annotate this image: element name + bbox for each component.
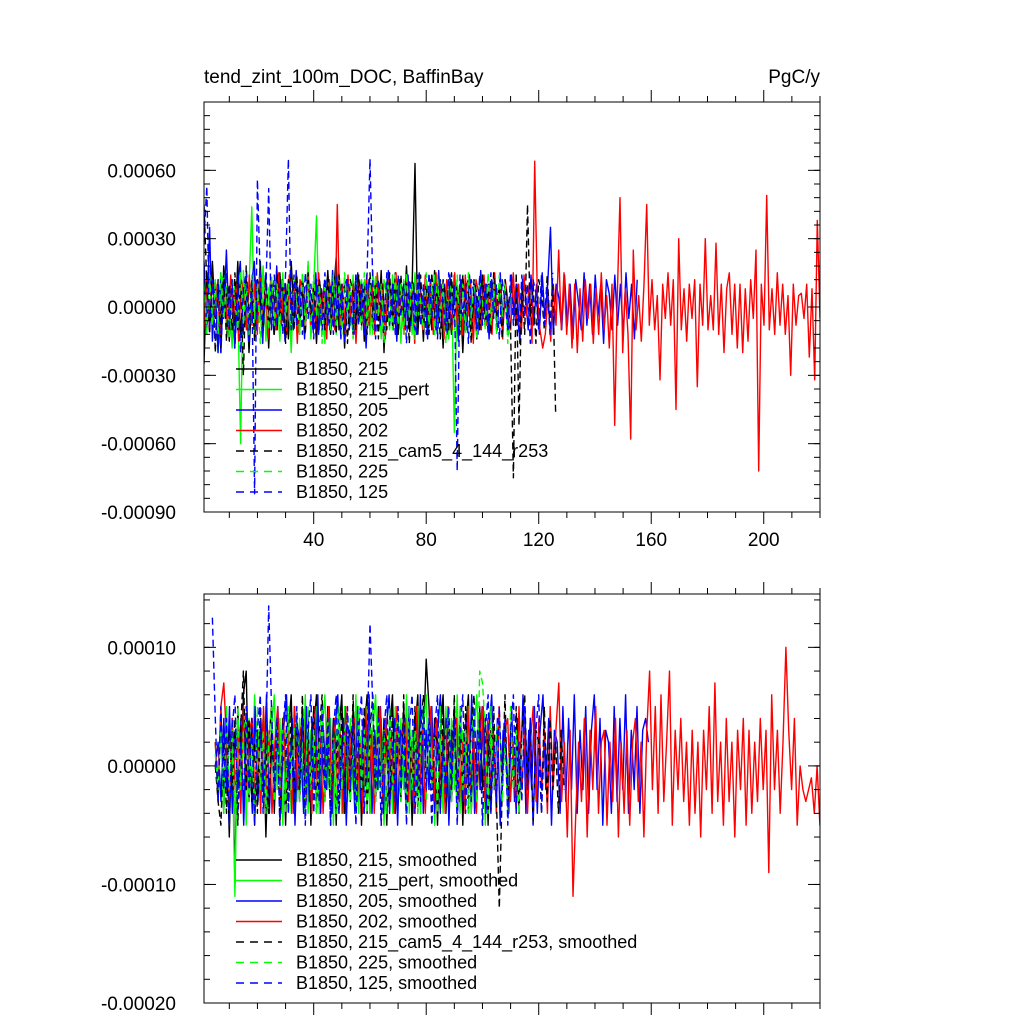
y-tick-label: 0.00030: [107, 230, 176, 251]
x-tick-label: 200: [748, 530, 780, 551]
x-tick-label: 160: [635, 530, 667, 551]
legend-label-3: B1850, 202, smoothed: [296, 912, 477, 932]
legend-label-0: B1850, 215: [296, 359, 388, 379]
series-line-2: [214, 694, 650, 826]
bottom-axes-layer: -0.00020 -0.00010 0.00000 0.00010: [101, 582, 821, 1015]
y-tick-label: 0.00000: [107, 757, 176, 778]
y-tick-label: -0.00020: [101, 994, 176, 1015]
series-line-5: [214, 670, 523, 814]
legend-label-0: B1850, 215, smoothed: [296, 850, 477, 870]
series-line-3: [214, 646, 820, 897]
x-tick-label: 80: [416, 530, 437, 551]
bottom-panel: -0.00020 -0.00010 0.00000 0.00010 B1850, 21…: [101, 582, 821, 1015]
legend-label-5: B1850, 225, smoothed: [296, 953, 477, 973]
y-tick-label: -0.00090: [101, 503, 176, 524]
y-tick-label: 0.00000: [107, 298, 176, 319]
legend-label-5: B1850, 225: [296, 462, 388, 482]
y-tick-label: 0.00010: [107, 638, 176, 659]
legend-label-4: B1850, 215_cam5_4_144_r253, smoothed: [296, 932, 637, 953]
top-panel: tend_zint_100m_DOC, BaffinBay PgC/y 40 80…: [101, 67, 821, 551]
bottom-series-layer: [211, 605, 820, 909]
top-panel-title: tend_zint_100m_DOC, BaffinBay: [204, 67, 484, 88]
legend-label-2: B1850, 205: [296, 400, 388, 420]
y-tick-label: -0.00010: [101, 875, 176, 896]
top-axes-layer: 40 80 120 160 200 -0.00090 -0.00060 -0.00030 0.0…: [101, 90, 821, 551]
y-tick-label: -0.00030: [101, 366, 176, 387]
top-panel-units: PgC/y: [768, 67, 820, 88]
y-tick-label: 0.00060: [107, 161, 176, 182]
plot-frame: [203, 593, 821, 1004]
x-tick-label: 120: [523, 530, 555, 551]
legend-label-6: B1850, 125, smoothed: [296, 973, 477, 993]
legend-label-2: B1850, 205, smoothed: [296, 891, 477, 911]
legend-label-4: B1850, 215_cam5_4_144_r253: [296, 441, 548, 462]
series-line-6: [211, 605, 548, 826]
legend-label-6: B1850, 125: [296, 482, 388, 502]
legend-label-1: B1850, 215_pert, smoothed: [296, 871, 518, 892]
top-series-layer: [204, 158, 820, 495]
legend-label-1: B1850, 215_pert: [296, 380, 429, 401]
series-line-6: [204, 158, 554, 495]
legend-label-3: B1850, 202: [296, 421, 388, 441]
y-tick-label: -0.00060: [101, 435, 176, 456]
x-tick-label: 40: [303, 530, 324, 551]
